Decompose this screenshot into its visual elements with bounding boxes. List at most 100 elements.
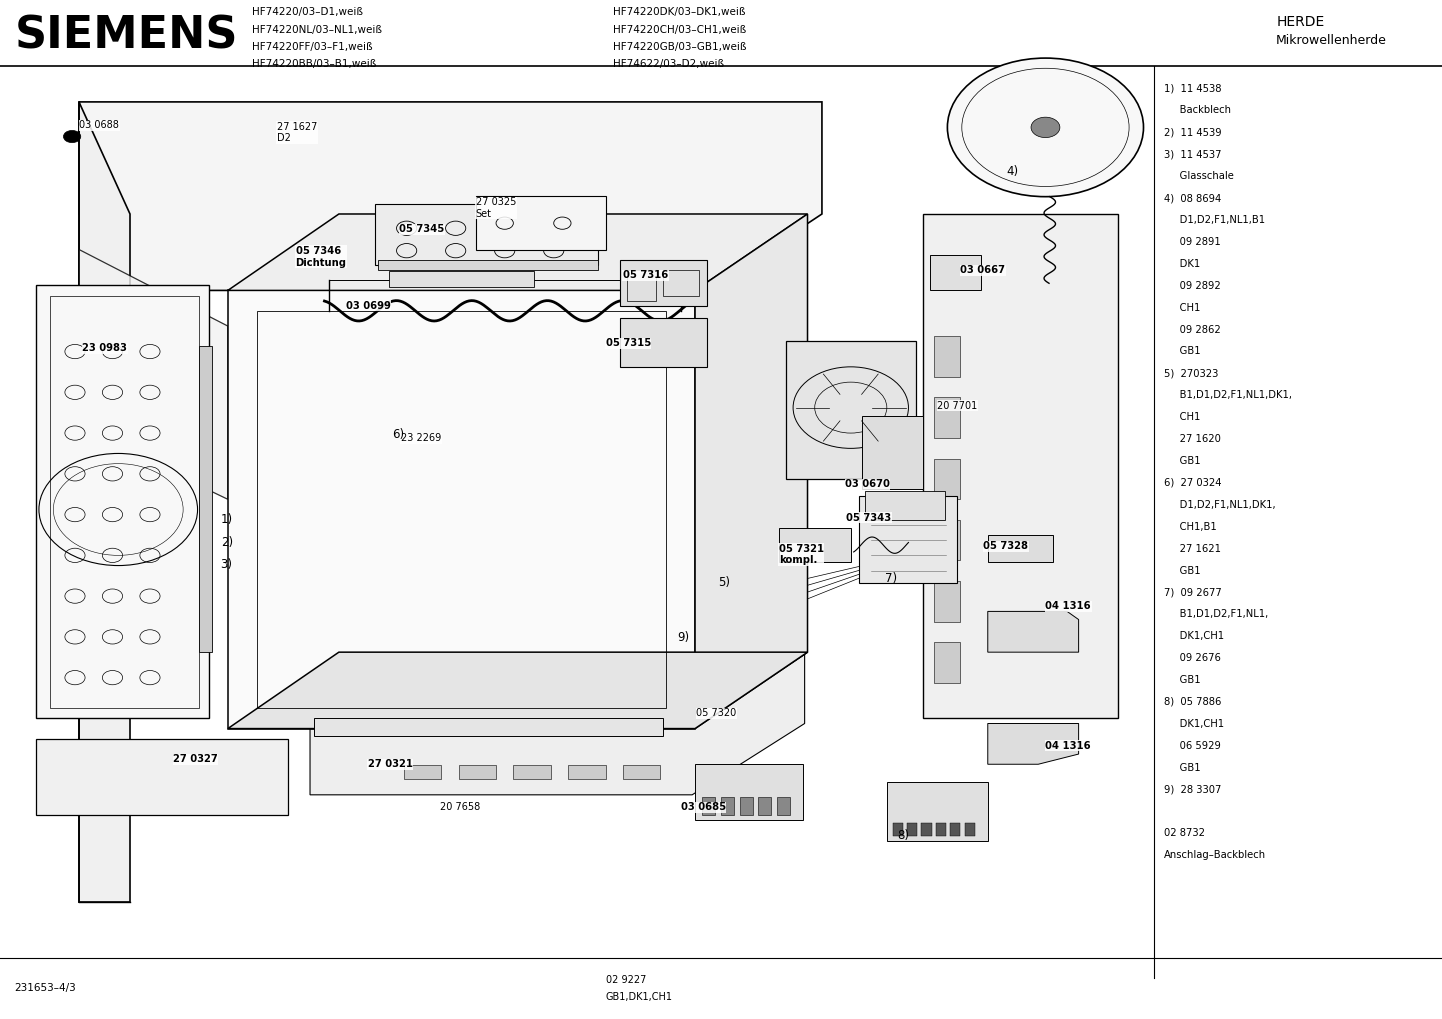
Text: 05 7346
Dichtung: 05 7346 Dichtung	[296, 246, 346, 268]
Text: 3)  11 4537: 3) 11 4537	[1164, 150, 1221, 159]
Text: 20 7658: 20 7658	[440, 802, 480, 812]
Text: 27 1627
D2: 27 1627 D2	[277, 121, 317, 144]
Bar	[934, 336, 960, 377]
Polygon shape	[786, 341, 916, 479]
Text: Backblech: Backblech	[1164, 105, 1230, 115]
Text: 05 7345: 05 7345	[399, 224, 444, 234]
Text: 04 1316: 04 1316	[1045, 601, 1092, 611]
Bar	[862, 416, 923, 489]
Text: 09 2676: 09 2676	[1164, 653, 1220, 663]
Text: HF74220CH/03–CH1,weiß: HF74220CH/03–CH1,weiß	[613, 24, 746, 35]
Text: 06 5929: 06 5929	[1164, 741, 1220, 751]
Bar	[950, 823, 960, 836]
Text: HF74220FF/03–F1,weiß: HF74220FF/03–F1,weiß	[252, 42, 373, 52]
Text: 1): 1)	[221, 514, 232, 526]
Text: 05 7321
kompl.: 05 7321 kompl.	[779, 543, 823, 566]
Bar	[934, 459, 960, 499]
Text: SIEMENS: SIEMENS	[14, 14, 238, 57]
Polygon shape	[36, 739, 288, 815]
Text: GB1: GB1	[1164, 675, 1200, 685]
Text: HF74220GB/03–GB1,weiß: HF74220GB/03–GB1,weiß	[613, 42, 747, 52]
Text: 05 7343: 05 7343	[846, 513, 891, 523]
Polygon shape	[988, 723, 1079, 764]
Text: 5): 5)	[718, 577, 730, 589]
Text: DK1,CH1: DK1,CH1	[1164, 631, 1224, 641]
Bar	[934, 642, 960, 683]
Text: 05 7315: 05 7315	[606, 338, 650, 348]
Polygon shape	[79, 250, 228, 499]
Polygon shape	[314, 718, 663, 736]
Bar	[965, 823, 975, 836]
Bar	[627, 270, 656, 301]
Text: 7)  09 2677: 7) 09 2677	[1164, 587, 1221, 597]
Text: 27 0321: 27 0321	[368, 759, 412, 769]
Text: 27 0327: 27 0327	[173, 754, 218, 764]
Circle shape	[63, 130, 81, 143]
Circle shape	[947, 58, 1144, 197]
Text: CH1: CH1	[1164, 303, 1200, 313]
Text: HF74220NL/03–NL1,weiß: HF74220NL/03–NL1,weiß	[252, 24, 382, 35]
Text: HF74220/03–D1,weiß: HF74220/03–D1,weiß	[252, 7, 363, 17]
Text: 8)  05 7886: 8) 05 7886	[1164, 697, 1221, 707]
Text: 03 0667: 03 0667	[960, 265, 1005, 275]
Text: 4)  08 8694: 4) 08 8694	[1164, 194, 1221, 203]
Text: 23 0983: 23 0983	[82, 343, 127, 354]
Text: HF74220DK/03–DK1,weiß: HF74220DK/03–DK1,weiß	[613, 7, 746, 17]
Text: 05 7328: 05 7328	[983, 541, 1028, 551]
Text: 27 1620: 27 1620	[1164, 434, 1220, 444]
Bar	[695, 764, 803, 820]
Text: CH1: CH1	[1164, 412, 1200, 422]
Bar	[740, 797, 753, 815]
Bar	[404, 765, 441, 779]
Text: 9): 9)	[678, 632, 689, 644]
Text: Anschlag–Backblech: Anschlag–Backblech	[1164, 850, 1266, 860]
Text: CH1,B1: CH1,B1	[1164, 522, 1217, 532]
Text: 03 0688: 03 0688	[79, 120, 120, 130]
Text: 09 2891: 09 2891	[1164, 236, 1220, 247]
Text: GB1,DK1,CH1: GB1,DK1,CH1	[606, 991, 672, 1002]
Text: Glasschale: Glasschale	[1164, 171, 1233, 181]
Text: 03 0699: 03 0699	[346, 301, 391, 311]
Polygon shape	[695, 214, 808, 729]
Bar	[777, 797, 790, 815]
Text: 02 8732: 02 8732	[1164, 828, 1204, 839]
Bar	[865, 491, 945, 520]
Polygon shape	[228, 652, 808, 729]
Text: 05 7316: 05 7316	[623, 270, 668, 280]
Polygon shape	[228, 290, 695, 729]
Bar	[568, 765, 606, 779]
Text: 1)  11 4538: 1) 11 4538	[1164, 84, 1221, 94]
Text: 23 2269: 23 2269	[401, 433, 441, 443]
Polygon shape	[988, 535, 1053, 562]
Text: GB1: GB1	[1164, 457, 1200, 466]
Text: 4): 4)	[1007, 165, 1018, 177]
Polygon shape	[476, 196, 606, 250]
Polygon shape	[378, 260, 598, 270]
Text: GB1: GB1	[1164, 762, 1200, 772]
Text: DK1: DK1	[1164, 259, 1200, 269]
Polygon shape	[779, 528, 851, 562]
Bar	[934, 397, 960, 438]
Polygon shape	[310, 654, 805, 795]
Text: 04 1316: 04 1316	[1045, 741, 1092, 751]
Text: D1,D2,F1,NL1,B1: D1,D2,F1,NL1,B1	[1164, 215, 1265, 225]
Polygon shape	[923, 214, 1118, 718]
Text: GB1: GB1	[1164, 346, 1200, 357]
Bar	[663, 270, 699, 296]
Text: 05 7320: 05 7320	[696, 708, 737, 718]
Polygon shape	[36, 285, 209, 718]
Bar	[199, 346, 212, 652]
Bar	[934, 581, 960, 622]
Polygon shape	[79, 102, 822, 290]
Text: GB1: GB1	[1164, 566, 1200, 576]
Text: B1,D1,D2,F1,NL1,DK1,: B1,D1,D2,F1,NL1,DK1,	[1164, 390, 1292, 400]
Text: 7): 7)	[885, 573, 897, 585]
Text: DK1,CH1: DK1,CH1	[1164, 719, 1224, 729]
Text: 27 1621: 27 1621	[1164, 543, 1221, 553]
Text: 02 9227: 02 9227	[606, 975, 646, 985]
Text: 2): 2)	[221, 536, 232, 548]
Polygon shape	[620, 260, 707, 306]
Text: 27 0325
Set: 27 0325 Set	[476, 197, 516, 219]
Text: HF74622/03–D2,weiß: HF74622/03–D2,weiß	[613, 59, 724, 69]
Text: HERDE: HERDE	[1276, 15, 1324, 30]
